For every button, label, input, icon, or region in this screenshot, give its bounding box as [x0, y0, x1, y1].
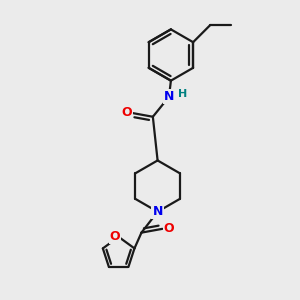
- Text: O: O: [110, 230, 120, 243]
- Text: N: N: [152, 205, 163, 218]
- Text: N: N: [164, 90, 174, 103]
- Text: O: O: [121, 106, 132, 118]
- Text: H: H: [178, 89, 187, 99]
- Text: O: O: [164, 222, 174, 235]
